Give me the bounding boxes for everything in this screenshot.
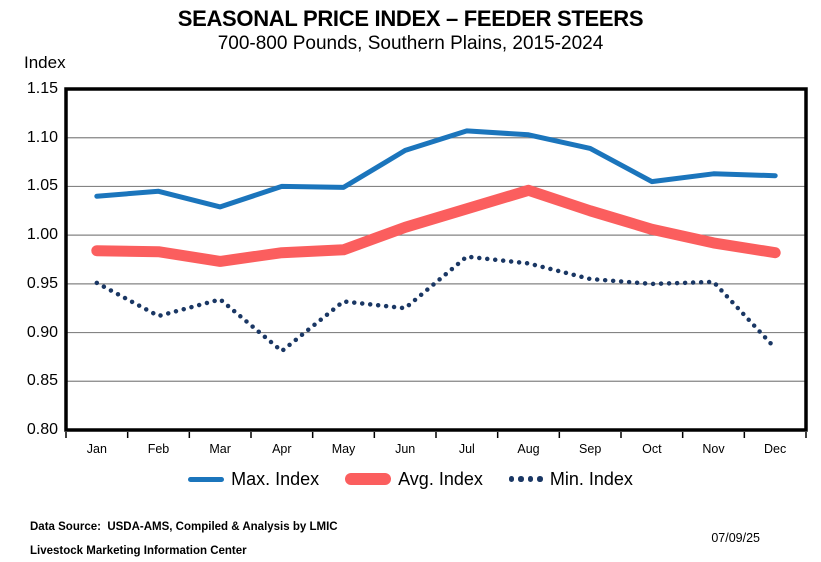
x-tick-label: Dec <box>764 442 787 456</box>
plot-frame <box>64 87 808 432</box>
legend-item-min-index: Min. Index <box>508 468 633 490</box>
x-tick-label: May <box>331 442 356 456</box>
series-line-2 <box>94 254 778 354</box>
y-tick-label: 1.10 <box>26 128 58 146</box>
data-source-note: Data Source: USDA-AMS, Compiled & Analys… <box>30 521 338 533</box>
x-tick-label: Aug <box>517 442 540 456</box>
x-tick-label: Apr <box>272 442 292 456</box>
y-tick-label: 1.00 <box>26 226 58 244</box>
avg-index-line-swatch <box>345 473 392 485</box>
y-tick-label: 1.05 <box>26 177 58 195</box>
x-tick-label: Feb <box>147 442 170 456</box>
x-tick-label: Oct <box>642 442 662 456</box>
y-tick-label: 0.95 <box>26 274 58 292</box>
legend-item-avg-index: Avg. Index <box>345 469 483 490</box>
y-tick-label: 0.90 <box>26 323 58 341</box>
organization-note: Livestock Marketing Information Center <box>30 545 247 557</box>
x-tick-label: Jun <box>395 442 416 456</box>
legend-item-max-index: Max. Index <box>188 469 319 490</box>
legend: Max. Index Avg. Index Min. Index <box>0 463 821 495</box>
page-title: SEASONAL PRICE INDEX – FEEDER STEERS <box>177 6 644 31</box>
x-tick-label: Sep <box>579 442 602 456</box>
report-date: 07/09/25 <box>711 531 760 545</box>
y-axis-label: Index <box>24 53 66 72</box>
legend-label-min-index: Min. Index <box>549 468 633 489</box>
page-subtitle: 700-800 Pounds, Southern Plains, 2015-20… <box>217 33 604 54</box>
x-tick-label: Jan <box>86 442 107 456</box>
min-index-dotted-swatch <box>508 476 543 482</box>
max-index-line-swatch <box>188 476 225 482</box>
series-line-1 <box>91 184 781 267</box>
y-tick-label: 0.85 <box>26 372 58 390</box>
y-tick-label: 0.80 <box>26 421 58 438</box>
x-tick-label: Jul <box>458 442 475 456</box>
y-tick-label: 1.15 <box>26 80 58 97</box>
x-tick-label: Nov <box>702 442 725 456</box>
legend-label-avg-index: Avg. Index <box>398 468 483 489</box>
legend-label-max-index: Max. Index <box>231 468 320 489</box>
x-tick-label: Mar <box>209 442 231 456</box>
series-line-0 <box>94 128 778 210</box>
